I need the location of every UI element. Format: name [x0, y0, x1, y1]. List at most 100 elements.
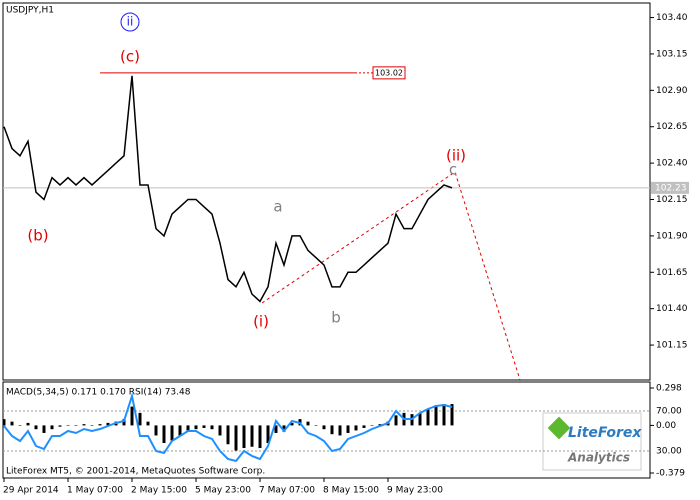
y-tick-label: 103.15: [656, 49, 688, 59]
macd-bar: [234, 425, 238, 451]
wave-label: c: [449, 161, 457, 179]
macd-bar: [442, 404, 446, 426]
y-tick-label: 101.40: [656, 304, 688, 314]
wave-label: (ii): [446, 147, 466, 165]
macd-bar: [218, 425, 222, 436]
wave-label: (b): [27, 227, 48, 245]
macd-bar: [290, 422, 294, 426]
macd-bar: [330, 425, 334, 435]
macd-bar: [122, 419, 126, 426]
macd-bar: [178, 425, 182, 436]
wave-circle: [120, 12, 140, 32]
x-tick-label: 9 May 23:00: [387, 486, 443, 496]
logo: LiteForex Analytics: [542, 412, 642, 471]
y-tick-label: 101.15: [656, 341, 688, 351]
macd-bar: [258, 425, 262, 449]
macd-bar: [362, 425, 366, 428]
price-line: [3, 75, 453, 303]
x-tick-label: 8 May 15:00: [323, 486, 379, 496]
macd-bar: [82, 424, 86, 426]
macd-bar: [274, 425, 278, 433]
macd-bar: [322, 425, 326, 430]
macd-bar: [26, 422, 30, 426]
y-tick-label: 102.90: [656, 86, 688, 96]
macd-bar: [282, 425, 286, 432]
x-tick-label: 29 Apr 2014: [3, 486, 59, 496]
chart-title: USDJPY,H1: [6, 6, 54, 16]
macd-bar: [2, 419, 6, 426]
indicator-title: MACD(5,34,5) 0.171 0.170 RSI(14) 73.48: [6, 388, 191, 398]
logo-subtitle: Analytics: [567, 451, 630, 465]
y-tick-label: 70.00: [656, 407, 682, 417]
macd-bar: [226, 425, 230, 445]
y-tick-label: 0.298: [656, 384, 682, 394]
macd-bar: [354, 425, 358, 431]
macd-bar: [370, 425, 374, 426]
indicator-panel: [2, 381, 651, 479]
y-tick-label: 0.00: [656, 421, 676, 431]
macd-bar: [338, 425, 342, 436]
macd-bar: [138, 412, 142, 426]
macd-bar: [154, 425, 158, 436]
macd-bar: [170, 425, 174, 441]
y-tick-label: 101.90: [656, 231, 688, 241]
macd-bar: [146, 421, 150, 426]
wave-label: ii: [127, 15, 134, 29]
macd-bar: [250, 425, 254, 447]
wave-label: (i): [253, 313, 269, 331]
macd-bar: [162, 425, 166, 443]
macd-bar: [10, 421, 14, 426]
y-tick-label: 103.40: [656, 13, 688, 23]
macd-bar: [450, 404, 454, 426]
macd-bar: [194, 425, 198, 430]
macd-bar: [66, 425, 70, 426]
wave-projection: [261, 171, 521, 381]
macd-bar: [306, 421, 310, 426]
last-price-box: [651, 181, 689, 194]
macd-bar: [42, 425, 46, 433]
x-tick-label: 5 May 23:00: [195, 486, 251, 496]
logo-icon: [547, 416, 571, 440]
wave-label: a: [273, 198, 282, 216]
footer: LiteForex MT5, © 2001-2014, MetaQuotes S…: [6, 467, 265, 477]
macd-bar: [58, 425, 62, 427]
macd-bar: [106, 422, 110, 426]
macd-bar: [266, 425, 270, 443]
wave-label: (c): [120, 48, 140, 66]
level-box: [372, 66, 406, 80]
y-tick-label: 102.15: [656, 195, 688, 205]
level-label: 103.02: [375, 68, 403, 77]
macd-bar: [378, 424, 382, 426]
x-tick-label: 2 May 15:00: [131, 486, 187, 496]
macd-bar: [130, 406, 134, 426]
y-tick-label: 102.65: [656, 122, 688, 132]
macd-bar: [34, 425, 38, 430]
macd-bar: [210, 425, 214, 430]
y-tick-label: 102.40: [656, 159, 688, 169]
macd-bar: [98, 424, 102, 426]
macd-bar: [242, 425, 246, 449]
wave-label: b: [331, 309, 341, 327]
macd-bar: [50, 425, 54, 430]
x-tick-label: 7 May 07:00: [259, 486, 315, 496]
macd-bar: [394, 415, 398, 426]
y-tick-label: 101.65: [656, 268, 688, 278]
macd-bar: [74, 425, 78, 426]
x-tick-label: 1 May 07:00: [67, 486, 123, 496]
macd-bar: [186, 425, 190, 432]
macd-bar: [202, 425, 206, 428]
main-panel: [2, 2, 651, 381]
macd-bar: [346, 425, 350, 433]
macd-bar: [426, 409, 430, 426]
last-price-label: 102.23: [655, 183, 687, 193]
rsi-line: [3, 392, 453, 463]
y-tick-label: -0.379: [656, 469, 685, 479]
macd-bar: [18, 425, 22, 426]
macd-bar: [434, 405, 438, 426]
macd-bar: [418, 412, 422, 426]
macd-bar: [90, 425, 94, 426]
macd-bar: [314, 425, 318, 426]
logo-brand: LiteForex: [568, 425, 642, 441]
y-tick-label: 30.00: [656, 447, 682, 457]
